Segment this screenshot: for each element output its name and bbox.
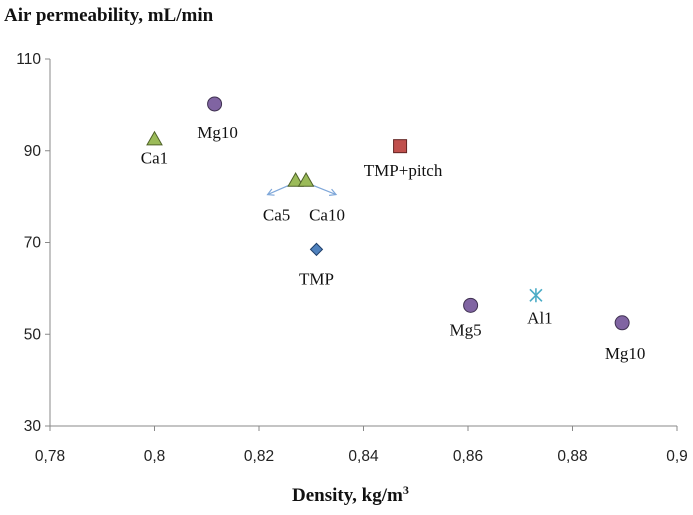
- point-al1-7: [529, 288, 543, 303]
- point-ca5-2: [287, 172, 304, 187]
- point-labels: Ca1 Mg10 Ca5 Ca10 TMP TMP+pitch Mg5 Al1 Mg10: [141, 123, 646, 363]
- y-tick-label: 70: [24, 235, 42, 252]
- point-ca10-3: [297, 172, 315, 187]
- y-tick-label: 50: [24, 326, 42, 343]
- axes: [45, 58, 678, 431]
- x-tick-label: 0,86: [453, 448, 483, 465]
- arrow-ca5: [266, 184, 291, 196]
- x-tick-label: 0,84: [348, 448, 379, 465]
- y-tick-label: 30: [24, 418, 42, 435]
- x-axis-title-main: Density, kg/m: [292, 485, 403, 506]
- data-points: [146, 96, 630, 331]
- x-tick-label: 0,78: [35, 448, 65, 465]
- y-tick-label: 110: [16, 51, 41, 68]
- label-tmp-4: TMP: [299, 269, 334, 288]
- x-tick-label: 0,88: [557, 448, 587, 465]
- point-ca1-0: [146, 130, 163, 146]
- tick-labels: 30 50 70 90 110 0,78 0,8 0,82 0,84 0,86 0,88 0,9: [16, 51, 688, 465]
- label-mg10-1: Mg10: [197, 123, 238, 142]
- arrow-ca10: [310, 184, 338, 196]
- point-mg10-1: [207, 96, 223, 112]
- x-tick-label: 0,8: [144, 448, 166, 465]
- label-tmp-pitch-5: TMP+pitch: [364, 161, 443, 180]
- point-mg5-6: [463, 297, 479, 313]
- annotation-arrows: [266, 184, 338, 196]
- label-ca5-2: Ca5: [263, 206, 290, 225]
- label-mg5-6: Mg5: [450, 320, 482, 339]
- label-mg10-8: Mg10: [605, 344, 646, 363]
- x-axis-title: Density, kg/m3: [292, 483, 409, 506]
- x-tick-label: 0,9: [666, 448, 688, 465]
- x-axis-title-superscript: 3: [403, 483, 409, 497]
- y-tick-label: 90: [24, 143, 42, 160]
- point-tmp-4: [309, 242, 324, 257]
- x-tick-label: 0,82: [244, 448, 274, 465]
- label-ca10-3: Ca10: [309, 206, 345, 225]
- point-mg10-8: [614, 315, 630, 331]
- point-tmp-pitch-5: [393, 139, 408, 154]
- label-ca1-0: Ca1: [141, 148, 168, 167]
- y-axis-title: Air permeability, mL/min: [4, 5, 214, 26]
- label-al1-7: Al1: [527, 308, 553, 327]
